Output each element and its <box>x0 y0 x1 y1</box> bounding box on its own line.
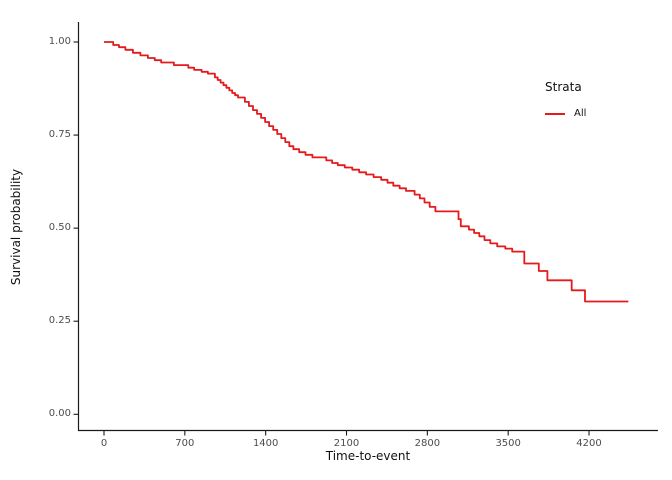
legend: Strata All <box>545 80 586 119</box>
x-tick-label-2100: 2100 <box>333 438 360 449</box>
y-axis-title: Survival probability <box>9 168 23 286</box>
y-tick-label-0.75: 0.75 <box>48 129 71 141</box>
x-tick-label-2800: 2800 <box>414 438 441 449</box>
legend-entry-all: All <box>545 108 586 119</box>
x-tick-label-4200: 4200 <box>576 438 602 449</box>
x-tick-label-0: 0 <box>100 438 108 449</box>
y-tick-label-0.50: 0.50 <box>48 222 71 234</box>
x-tick-label-700: 700 <box>175 438 195 449</box>
x-tick-label-1400: 1400 <box>252 438 279 449</box>
y-tick-label-1.00: 1.00 <box>48 36 71 47</box>
x-tick-label-3500: 3500 <box>495 438 521 449</box>
survival-curve-all <box>104 41 629 303</box>
legend-entry-label: All <box>574 108 587 119</box>
legend-key-line-icon <box>545 112 565 115</box>
legend-title: Strata <box>545 80 582 94</box>
y-tick-label-0.25: 0.25 <box>48 315 71 327</box>
axis-tick-marks <box>73 41 590 436</box>
x-axis-title: Time-to-event <box>325 449 411 463</box>
y-tick-label-0.00: 0.00 <box>48 408 71 420</box>
